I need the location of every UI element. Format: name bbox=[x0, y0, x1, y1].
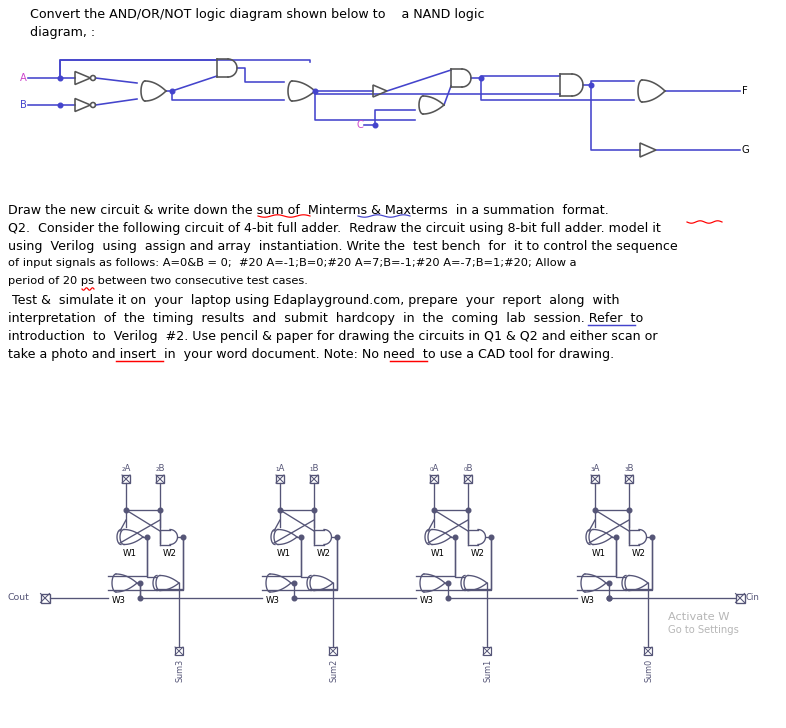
Text: ₁A: ₁A bbox=[275, 464, 285, 473]
Bar bbox=[591, 475, 599, 483]
Text: ₂A: ₂A bbox=[121, 464, 130, 473]
Text: W3: W3 bbox=[266, 596, 280, 605]
Text: A: A bbox=[20, 73, 27, 83]
Text: W2: W2 bbox=[471, 549, 485, 558]
Bar bbox=[276, 475, 284, 483]
Text: ₃A: ₃A bbox=[590, 464, 600, 473]
Text: interpretation  of  the  timing  results  and  submit  hardcopy  in  the  coming: interpretation of the timing results and… bbox=[8, 312, 643, 325]
Text: introduction  to  Verilog  #2. Use pencil & paper for drawing the circuits in Q1: introduction to Verilog #2. Use pencil &… bbox=[8, 330, 658, 343]
Text: Q2.  Consider the following circuit of 4-bit full adder.  Redraw the circuit usi: Q2. Consider the following circuit of 4-… bbox=[8, 222, 661, 235]
Text: Go to Settings: Go to Settings bbox=[668, 625, 739, 635]
Text: C: C bbox=[356, 120, 363, 130]
Text: W3: W3 bbox=[581, 596, 595, 605]
Bar bbox=[625, 475, 633, 483]
Text: ₁B: ₁B bbox=[309, 464, 319, 473]
Bar bbox=[483, 647, 491, 655]
Text: Convert the AND/OR/NOT logic diagram shown below to    a NAND logic: Convert the AND/OR/NOT logic diagram sho… bbox=[30, 8, 484, 21]
Bar bbox=[122, 475, 130, 483]
Text: Test &  simulate it on  your  laptop using Edaplayground.com, prepare  your  rep: Test & simulate it on your laptop using … bbox=[8, 294, 619, 307]
Text: Sum1: Sum1 bbox=[483, 659, 493, 682]
Text: W2: W2 bbox=[317, 549, 331, 558]
Text: Cout: Cout bbox=[7, 593, 29, 603]
Bar bbox=[464, 475, 472, 483]
Text: W2: W2 bbox=[632, 549, 646, 558]
Text: Sum0: Sum0 bbox=[645, 659, 653, 682]
Text: W2: W2 bbox=[163, 549, 177, 558]
Bar bbox=[156, 475, 164, 483]
Text: using  Verilog  using  assign and array  instantiation. Write the  test bench  f: using Verilog using assign and array ins… bbox=[8, 240, 678, 253]
Text: ₀A: ₀A bbox=[429, 464, 439, 473]
Text: Cin: Cin bbox=[746, 593, 760, 603]
Text: period of 20 ps between two consecutive test cases.: period of 20 ps between two consecutive … bbox=[8, 276, 308, 286]
Text: Sum2: Sum2 bbox=[329, 659, 339, 682]
Text: F: F bbox=[742, 86, 747, 96]
Text: W3: W3 bbox=[112, 596, 126, 605]
Bar bbox=[430, 475, 438, 483]
Text: W1: W1 bbox=[277, 549, 291, 558]
Text: Draw the new circuit & write down the sum of  Minterms & Maxterms  in a summatio: Draw the new circuit & write down the su… bbox=[8, 204, 608, 217]
Text: W1: W1 bbox=[123, 549, 137, 558]
Text: ₂B: ₂B bbox=[156, 464, 165, 473]
Bar bbox=[736, 593, 744, 603]
Bar bbox=[329, 647, 337, 655]
Bar bbox=[175, 647, 183, 655]
Text: diagram, :: diagram, : bbox=[30, 26, 95, 39]
Text: W1: W1 bbox=[431, 549, 445, 558]
Text: Sum3: Sum3 bbox=[175, 659, 185, 682]
Text: B: B bbox=[20, 100, 27, 110]
Bar bbox=[310, 475, 318, 483]
Text: Activate W: Activate W bbox=[668, 612, 729, 622]
Bar bbox=[644, 647, 652, 655]
Text: of input signals as follows: A=0&B = 0;  #20 A=-1;B=0;#20 A=7;B=-1;#20 A=-7;B=1;: of input signals as follows: A=0&B = 0; … bbox=[8, 258, 576, 268]
Text: W1: W1 bbox=[592, 549, 606, 558]
Text: take a photo and insert  in  your word document. Note: No need  to use a CAD too: take a photo and insert in your word doc… bbox=[8, 348, 614, 361]
Text: W3: W3 bbox=[420, 596, 434, 605]
Text: ₃B: ₃B bbox=[624, 464, 634, 473]
Text: ₀B: ₀B bbox=[463, 464, 472, 473]
Bar bbox=[41, 593, 50, 603]
Text: G: G bbox=[742, 145, 750, 155]
